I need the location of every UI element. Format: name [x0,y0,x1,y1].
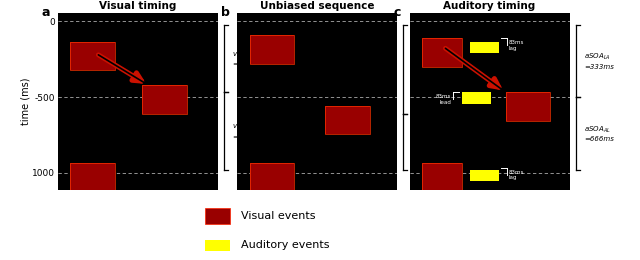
Bar [422,38,463,67]
Text: vSOA$_{AL}$
=666ms: vSOA$_{AL}$ =666ms [232,122,262,140]
Bar [470,42,499,53]
Text: 83ms
lag: 83ms lag [509,170,524,180]
Text: vSOA$_{LA}$
=333ms: vSOA$_{LA}$ =333ms [232,50,262,67]
Title: Unbiased sequence: Unbiased sequence [260,1,374,11]
Text: c: c [394,6,401,19]
Bar [70,42,115,70]
Y-axis label: time (ms): time (ms) [20,78,31,125]
Bar [422,163,463,191]
Bar [325,106,370,134]
Text: b: b [221,6,230,19]
Text: a: a [42,6,50,19]
Bar [506,92,550,121]
Bar [70,163,115,191]
Bar [70,163,115,191]
Bar [250,35,294,63]
Bar [250,163,294,191]
Text: vSOA$_{LB}$
=500ms: vSOA$_{LB}$ =500ms [412,133,441,151]
Text: 83ms
lead: 83ms lead [436,94,451,105]
Bar [250,35,294,63]
Bar [463,92,492,104]
Bar [205,208,230,224]
Title: Visual timing: Visual timing [99,1,176,11]
Bar [70,42,115,70]
Bar [142,85,187,114]
Text: Visual events: Visual events [241,211,315,221]
Bar [422,38,463,67]
Text: aSOA$_{AL}$
=666ms: aSOA$_{AL}$ =666ms [584,125,614,142]
Bar [422,163,463,191]
Bar [325,106,370,134]
Bar [506,92,550,121]
Bar [250,163,294,191]
Text: aSOA$_{LA}$
=333ms: aSOA$_{LA}$ =333ms [584,52,614,70]
Title: Auditory timing: Auditory timing [444,1,536,11]
Bar [205,240,230,251]
Bar [142,85,187,114]
Text: Auditory events: Auditory events [241,240,329,250]
Text: 83ms
lag: 83ms lag [509,40,524,51]
Bar [470,170,499,181]
Text: vSOA$_{BL}$
=500ms: vSOA$_{BL}$ =500ms [412,61,441,78]
